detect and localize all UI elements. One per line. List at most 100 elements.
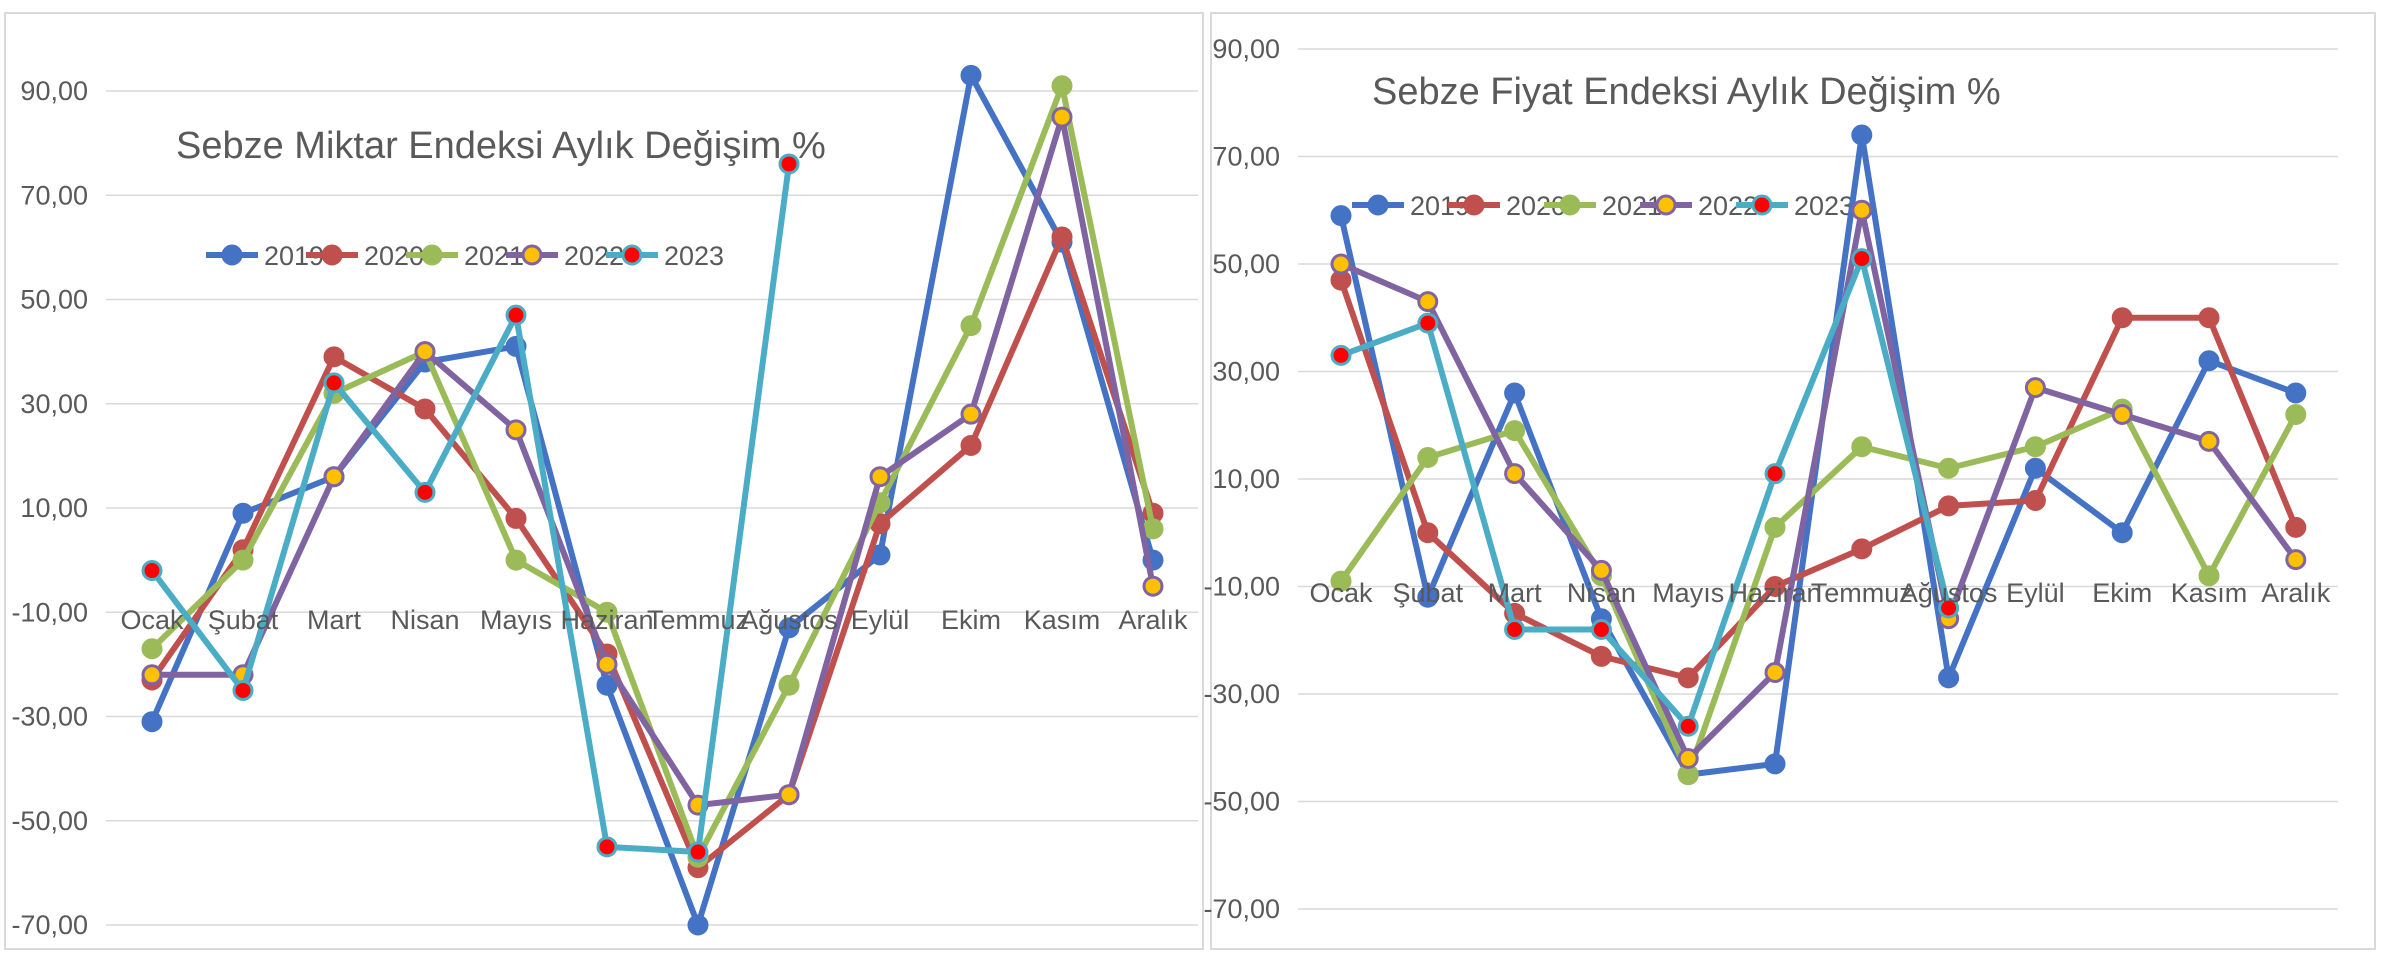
- y-tick-label: 10,00: [1212, 464, 1280, 494]
- data-point: [1764, 753, 1786, 775]
- x-category-label: Haziran: [560, 605, 653, 635]
- data-point: [2198, 307, 2220, 329]
- data-point: [232, 549, 254, 571]
- data-point: [1051, 226, 1073, 248]
- data-point: [1330, 344, 1352, 366]
- x-category-label: Mayıs: [1652, 578, 1724, 608]
- data-point: [1051, 106, 1073, 128]
- legend-marker: [1463, 194, 1485, 216]
- data-point: [960, 64, 982, 86]
- x-axis-labels: Ocak Şubat Mart Nisan Mayıs HaziranTemmuzAğus…: [120, 605, 1188, 635]
- y-tick-label: -50,00: [1203, 787, 1280, 817]
- series-line-2023: [1339, 255, 1952, 730]
- y-tick-label: 10,00: [20, 493, 88, 523]
- gridlines: [106, 90, 1198, 926]
- data-point: [505, 304, 527, 326]
- series-line-2023: [149, 163, 792, 856]
- quantity-chart: 90,00 70,00 50,00 30,00 10,00 -10,00 -30,00 -50…: [11, 64, 1198, 940]
- x-category-label: Temmuz: [647, 605, 749, 635]
- data-point: [141, 638, 163, 660]
- legend-marker: [521, 244, 543, 266]
- legend-item-2020: 2020: [306, 241, 424, 271]
- x-category-label: Ağustos: [740, 605, 838, 635]
- x-category-label: Nisan: [390, 605, 459, 635]
- y-tick-label: -10,00: [11, 597, 88, 627]
- data-point: [2024, 490, 2046, 511]
- y-tick-label: 70,00: [20, 180, 88, 210]
- price-chart-panel: 90,00 70,00 50,00 30,00 10,00 -10,00 -30,00 -50…: [1203, 12, 2376, 950]
- y-tick-label: -30,00: [11, 702, 88, 732]
- legend-item-2021: 2021: [1544, 191, 1662, 221]
- gridlines: [1298, 48, 2338, 910]
- data-point: [687, 841, 709, 863]
- x-category-label: Kasım: [1024, 605, 1101, 635]
- data-point: [323, 466, 345, 488]
- series-line-2020: [149, 233, 1156, 871]
- data-point: [1330, 205, 1352, 227]
- x-category-label: Şubat: [1393, 578, 1464, 608]
- data-point: [1330, 570, 1352, 592]
- data-point: [2111, 522, 2133, 544]
- data-point: [778, 784, 800, 806]
- data-point: [1051, 75, 1073, 97]
- data-point: [1417, 291, 1439, 313]
- data-point: [869, 466, 891, 488]
- data-point: [1851, 248, 1873, 270]
- data-point: [1851, 538, 1873, 560]
- x-category-label: Ağustos: [1900, 578, 1998, 608]
- x-category-label: Aralık: [1118, 605, 1188, 635]
- series-line-2020: [1338, 279, 2299, 681]
- y-axis-ticks: 90,00 70,00 50,00 30,00 10,00 -10,00 -30,00 -50…: [1203, 34, 1280, 924]
- data-point: [1938, 667, 1960, 689]
- y-tick-label: 50,00: [20, 285, 88, 315]
- data-point: [2285, 404, 2307, 425]
- data-point: [960, 434, 982, 456]
- data-point: [2111, 404, 2133, 425]
- y-tick-label: -70,00: [1203, 894, 1280, 924]
- x-category-label: Temmuz: [1811, 578, 1913, 608]
- series-line-2021: [149, 82, 1156, 861]
- x-category-label: Haziran: [1728, 578, 1821, 608]
- x-category-label: Ocak: [1309, 578, 1373, 608]
- series-line-2022: [152, 114, 1156, 809]
- x-category-label: Nisan: [1567, 578, 1636, 608]
- data-point: [1764, 463, 1786, 485]
- data-point: [1677, 667, 1699, 689]
- data-point: [505, 549, 527, 571]
- y-tick-label: -10,00: [1203, 572, 1280, 602]
- data-point: [2024, 377, 2046, 399]
- data-point: [687, 914, 709, 936]
- data-point: [414, 481, 436, 503]
- y-tick-label: -50,00: [11, 806, 88, 836]
- legend-marker: [621, 244, 643, 266]
- series-group: [1330, 124, 2307, 786]
- legend-item-2022: 2022: [1640, 191, 1758, 221]
- legend-marker: [321, 244, 343, 266]
- data-point: [1677, 748, 1699, 769]
- data-point: [2111, 307, 2133, 329]
- x-category-label: Mayıs: [480, 605, 552, 635]
- y-tick-label: 70,00: [1212, 142, 1280, 172]
- data-point: [1417, 447, 1439, 468]
- y-tick-label: 90,00: [20, 76, 88, 106]
- legend-marker: [1367, 194, 1389, 216]
- data-point: [1417, 522, 1439, 544]
- series-group: [141, 64, 1164, 936]
- legend-marker: [421, 244, 443, 266]
- data-point: [1590, 645, 1612, 667]
- data-point: [141, 711, 163, 733]
- legend-item-2023: 2023: [606, 241, 724, 271]
- data-point: [1764, 516, 1786, 538]
- x-category-label: Eylül: [851, 605, 910, 635]
- data-point: [1330, 253, 1352, 275]
- x-category-label: Şubat: [208, 605, 279, 635]
- data-point: [2285, 516, 2307, 538]
- data-point: [1677, 715, 1699, 737]
- x-category-label: Ekim: [2092, 578, 2152, 608]
- data-point: [960, 315, 982, 337]
- x-category-label: Ocak: [120, 605, 184, 635]
- x-category-label: Ekim: [941, 605, 1001, 635]
- legend-marker: [1559, 194, 1581, 216]
- data-point: [1938, 457, 1960, 479]
- y-tick-label: 30,00: [20, 389, 88, 419]
